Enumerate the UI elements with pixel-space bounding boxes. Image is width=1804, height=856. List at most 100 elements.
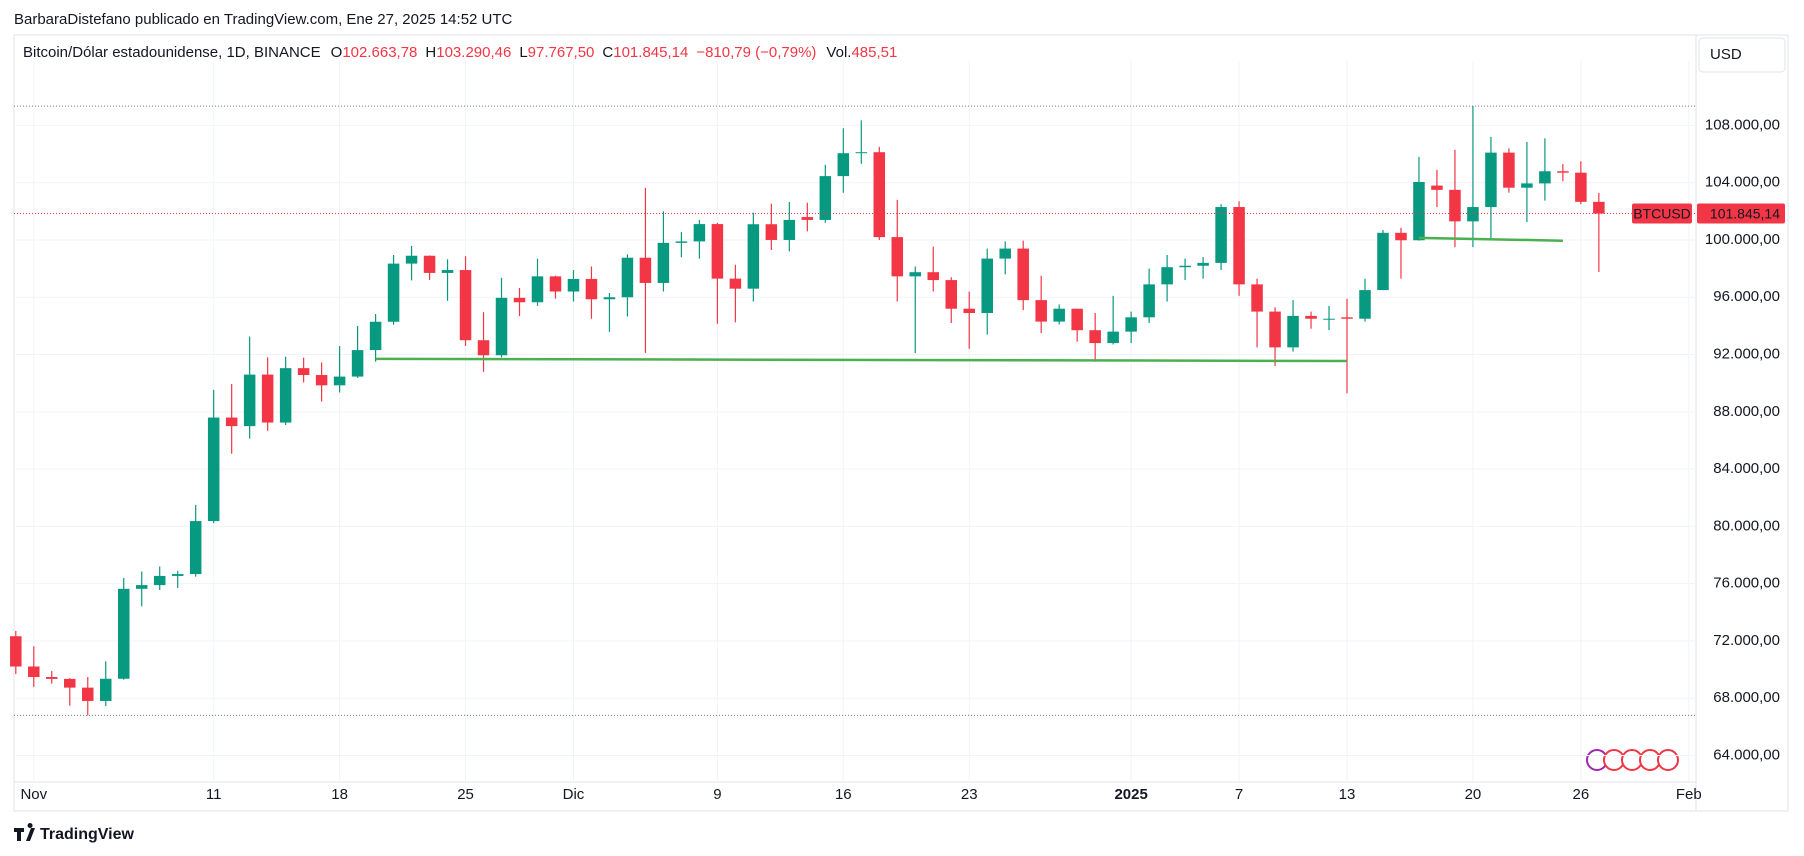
candle-body	[1341, 317, 1353, 319]
legend-key: C	[602, 44, 613, 61]
candle-body	[1035, 300, 1047, 322]
x-tick-label: Dic	[563, 786, 585, 803]
legend-key: L	[519, 44, 527, 61]
candle-body	[909, 272, 922, 277]
y-tick-label: 100.000,00	[1705, 231, 1780, 248]
candle-body	[1071, 308, 1083, 331]
x-tick-label: 23	[961, 786, 978, 803]
candle-body	[189, 521, 202, 575]
legend-change: −810,79 (−0,79%)	[696, 44, 816, 61]
candle-body	[1395, 232, 1407, 241]
candle-body	[207, 417, 220, 522]
y-tick-label: 108.000,00	[1705, 116, 1780, 133]
candle-body	[1431, 185, 1443, 190]
candle-body	[1269, 311, 1281, 348]
y-tick-label: 96.000,00	[1713, 288, 1780, 305]
candle-body	[1215, 207, 1227, 263]
candle-body	[351, 350, 364, 377]
legend-value: 101.845,14	[613, 44, 688, 61]
logo-mark	[14, 823, 35, 841]
trend-line	[375, 357, 1348, 363]
candle-body	[1179, 265, 1191, 268]
candle-body	[1539, 171, 1551, 184]
event-icons	[1586, 749, 1679, 771]
legend-key: Vol.	[826, 44, 851, 61]
candle-body	[927, 272, 940, 281]
legend-value: 102.663,78	[342, 44, 417, 61]
candle-body	[243, 374, 256, 427]
candle-body	[549, 276, 562, 292]
candle-body	[153, 575, 166, 586]
x-tick-label: Nov	[20, 786, 47, 803]
candle-body	[10, 636, 22, 667]
y-tick-label: 72.000,00	[1713, 632, 1780, 649]
candle-body	[981, 258, 993, 314]
logo: TradingView	[14, 823, 135, 843]
candle-body	[1377, 232, 1389, 291]
candle-body	[477, 340, 490, 356]
legend: Bitcoin/Dólar estadounidense, 1D, BINANC…	[23, 44, 897, 61]
candle-body	[1287, 315, 1299, 348]
publisher: BarbaraDistefano publicado en TradingVie…	[14, 11, 513, 28]
x-tick-label: 16	[835, 786, 852, 803]
candle-body	[387, 263, 400, 322]
currency-button[interactable]	[1698, 37, 1786, 73]
candle-body	[261, 374, 274, 423]
icon	[1657, 749, 1679, 771]
y-tick-label: 88.000,00	[1713, 403, 1780, 420]
candle-body	[1503, 152, 1515, 188]
currency[interactable]: USD	[1710, 46, 1742, 63]
candle-body	[585, 278, 598, 300]
candle-body	[225, 417, 238, 427]
candle-body	[711, 224, 724, 279]
candle-body	[1323, 318, 1335, 320]
legend-key: H	[425, 44, 436, 61]
x-tick-label: 2025	[1114, 786, 1147, 803]
candle-body	[279, 368, 292, 423]
candle-body	[441, 270, 454, 273]
candle-body	[783, 219, 796, 240]
candle-body	[639, 257, 652, 283]
x-tick-label: Feb	[1676, 786, 1702, 803]
candle-body	[1485, 152, 1497, 208]
candle-body	[1359, 290, 1371, 319]
candle-body	[64, 678, 76, 688]
candle-body	[1233, 207, 1245, 285]
candle-body	[495, 297, 508, 356]
candle-body	[1125, 317, 1137, 332]
candle-body	[567, 278, 580, 292]
candle-body	[28, 666, 40, 678]
y-tick-label: 80.000,00	[1713, 517, 1780, 534]
candle-body	[657, 242, 670, 283]
x-tick-label: 20	[1465, 786, 1482, 803]
x-tick-label: 7	[1235, 786, 1243, 803]
candle-body	[1161, 267, 1173, 285]
candle-body	[1449, 189, 1461, 222]
candle-body	[603, 297, 616, 300]
candle-body	[873, 152, 886, 238]
candle-body	[837, 153, 850, 177]
y-tick-label: 76.000,00	[1713, 575, 1780, 592]
candle-body	[1251, 284, 1263, 312]
candle-body	[333, 376, 346, 386]
candle-body	[765, 224, 778, 240]
candle-body	[1089, 330, 1101, 344]
candle-body	[1413, 181, 1425, 241]
candle-body	[459, 270, 472, 341]
candle-body	[747, 224, 760, 289]
candle-body	[315, 375, 328, 386]
candle-body	[801, 217, 814, 220]
x-tick-label: 13	[1339, 786, 1356, 803]
candle-body	[1557, 171, 1569, 173]
trend-line	[1418, 236, 1563, 242]
candle-body	[1467, 207, 1479, 222]
candle-body	[1197, 262, 1209, 266]
candle-body	[1305, 315, 1317, 319]
y-tick-label: 84.000,00	[1713, 460, 1780, 477]
legend-value: 103.290,46	[436, 44, 511, 61]
x-tick-label: 26	[1573, 786, 1590, 803]
symbol: Bitcoin/Dólar estadounidense, 1D, BINANC…	[23, 44, 321, 61]
candle-body	[855, 152, 868, 154]
y-tick-label: 104.000,00	[1705, 174, 1780, 191]
